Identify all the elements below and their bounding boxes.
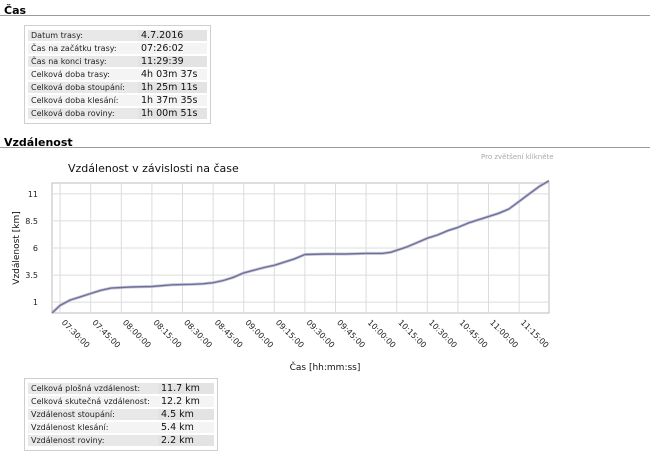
time-stat-row: Čas na začátku trasy: 07:26:02 <box>28 43 207 54</box>
time-stats-box: Datum trasy: 4.7.2016 Čas na začátku trasy… <box>24 25 211 124</box>
y-tick-label: 1 <box>33 298 38 307</box>
time-stat-row: Celková doba roviny: 1h 00m 51s <box>28 108 207 119</box>
x-tick-label: 09:00:00 <box>243 318 275 350</box>
distance-stat-row: Vzdálenost klesání: 5.4 km <box>28 422 214 433</box>
x-tick-label: 09:30:00 <box>304 318 336 350</box>
time-stat-row: Celková doba stoupání: 1h 25m 11s <box>28 82 207 93</box>
distance-stats-table: Celková plošná vzdálenost: 11.7 km Celková… <box>28 381 214 448</box>
distance-time-chart[interactable]: Vzdálenost v závislosti na čase07:30:000… <box>0 150 650 375</box>
time-stats-table: Datum trasy: 4.7.2016 Čas na začátku trasy… <box>28 28 207 121</box>
distance-stat-value: 2.2 km <box>158 435 214 446</box>
distance-stat-row: Celková plošná vzdálenost: 11.7 km <box>28 383 214 394</box>
time-stat-value: 1h 00m 51s <box>138 108 207 119</box>
time-stat-label: Čas na začátku trasy: <box>28 43 138 54</box>
time-stat-label: Celková doba stoupání: <box>28 82 138 93</box>
time-stat-row: Celková doba klesání: 1h 37m 35s <box>28 95 207 106</box>
distance-stat-label: Vzdálenost stoupání: <box>28 409 158 420</box>
chart-title: Vzdálenost v závislosti na čase <box>68 162 239 175</box>
distance-stat-row: Vzdálenost roviny: 2.2 km <box>28 435 214 446</box>
y-tick-label: 6 <box>33 244 38 253</box>
x-tick-label: 08:30:00 <box>182 318 214 350</box>
x-tick-label: 10:30:00 <box>427 318 459 350</box>
time-section-divider <box>0 15 650 16</box>
distance-stat-value: 5.4 km <box>158 422 214 433</box>
x-tick-label: 10:45:00 <box>457 318 489 350</box>
time-stat-row: Celková doba trasy: 4h 03m 37s <box>28 69 207 80</box>
y-axis-label: Vzdálenost [km] <box>12 211 22 284</box>
distance-stat-value: 12.2 km <box>158 396 214 407</box>
time-stat-label: Čas na konci trasy: <box>28 56 138 67</box>
time-section-title: Čas <box>4 4 27 17</box>
x-tick-label: 11:15:00 <box>519 318 551 350</box>
x-tick-label: 10:15:00 <box>396 318 428 350</box>
time-stat-value: 11:29:39 <box>138 56 207 67</box>
time-stat-label: Celková doba klesání: <box>28 95 138 106</box>
distance-section-title: Vzdálenost <box>4 136 73 149</box>
series-line <box>51 180 550 314</box>
distance-stat-label: Vzdálenost klesání: <box>28 422 158 433</box>
x-tick-label: 09:15:00 <box>274 318 306 350</box>
distance-section-divider <box>0 147 650 148</box>
distance-stat-label: Celková plošná vzdálenost: <box>28 383 158 394</box>
time-stat-row: Čas na konci trasy: 11:29:39 <box>28 56 207 67</box>
distance-stat-label: Celková skutečná vzdálenost: <box>28 396 158 407</box>
zoom-hint-link[interactable]: Pro zvětšení klikněte <box>481 153 554 161</box>
distance-stat-row: Vzdálenost stoupání: 4.5 km <box>28 409 214 420</box>
x-tick-label: 07:30:00 <box>60 318 92 350</box>
y-tick-label: 11 <box>28 190 38 199</box>
distance-stats-box: Celková plošná vzdálenost: 11.7 km Celková… <box>24 378 218 451</box>
time-stat-value: 07:26:02 <box>138 43 207 54</box>
y-tick-label: 3.5 <box>25 271 38 280</box>
x-tick-label: 08:15:00 <box>151 318 183 350</box>
time-stat-row: Datum trasy: 4.7.2016 <box>28 30 207 41</box>
distance-stat-label: Vzdálenost roviny: <box>28 435 158 446</box>
distance-stat-value: 4.5 km <box>158 409 214 420</box>
time-stat-label: Datum trasy: <box>28 30 138 41</box>
time-stat-value: 4.7.2016 <box>138 30 207 41</box>
time-stat-label: Celková doba roviny: <box>28 108 138 119</box>
time-stat-value: 1h 37m 35s <box>138 95 207 106</box>
x-tick-label: 11:00:00 <box>488 318 520 350</box>
x-axis-label: Čas [hh:mm:ss] <box>290 361 361 373</box>
time-stat-value: 4h 03m 37s <box>138 69 207 80</box>
distance-stat-value: 11.7 km <box>158 383 214 394</box>
x-tick-label: 08:45:00 <box>213 318 245 350</box>
distance-stat-row: Celková skutečná vzdálenost: 12.2 km <box>28 396 214 407</box>
x-tick-label: 10:00:00 <box>366 318 398 350</box>
time-stat-value: 1h 25m 11s <box>138 82 207 93</box>
x-tick-label: 08:00:00 <box>121 318 153 350</box>
x-tick-label: 09:45:00 <box>335 318 367 350</box>
time-stat-label: Celková doba trasy: <box>28 69 138 80</box>
y-tick-label: 8.5 <box>25 217 38 226</box>
x-tick-label: 07:45:00 <box>90 318 122 350</box>
